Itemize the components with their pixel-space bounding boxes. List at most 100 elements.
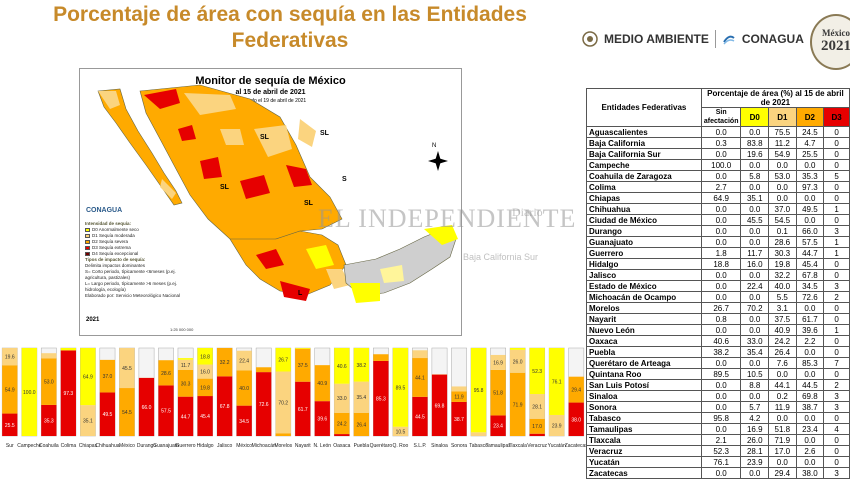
value-cell: 4.7 bbox=[796, 138, 824, 149]
value-cell: 44.5 bbox=[796, 380, 824, 391]
value-cell: 4.2 bbox=[741, 413, 769, 424]
value-cell: 0 bbox=[824, 457, 850, 468]
value-cell: 24.5 bbox=[796, 127, 824, 138]
value-cell: 0.0 bbox=[796, 160, 824, 171]
bar-category-label: Sur bbox=[6, 443, 14, 449]
value-cell: 0 bbox=[824, 160, 850, 171]
value-cell: 2.7 bbox=[701, 182, 741, 193]
bar-data-label: 40.6 bbox=[337, 364, 347, 370]
value-cell: 35.3 bbox=[796, 171, 824, 182]
value-cell: 16.0 bbox=[741, 259, 769, 270]
value-cell: 0.0 bbox=[769, 193, 797, 204]
map-credits: Elaborado por: Servicio Meteorológico Na… bbox=[85, 293, 195, 299]
value-cell: 24.2 bbox=[769, 336, 797, 347]
bar-category-label: N. León bbox=[314, 443, 332, 449]
bar-segment-d1 bbox=[471, 432, 486, 436]
bar-data-label: 38.2 bbox=[356, 363, 366, 369]
value-cell: 0.0 bbox=[796, 369, 824, 380]
bar-data-label: 16.0 bbox=[200, 370, 210, 376]
bar-data-label: 37.5 bbox=[298, 363, 308, 369]
value-cell: 0.0 bbox=[701, 149, 741, 160]
value-cell: 29.4 bbox=[769, 468, 797, 479]
value-cell: 0 bbox=[824, 193, 850, 204]
value-cell: 2 bbox=[824, 292, 850, 303]
value-cell: 0.0 bbox=[701, 358, 741, 369]
map-agency: CONAGUA bbox=[86, 207, 122, 214]
bar-data-label: 28.1 bbox=[532, 404, 542, 410]
value-cell: 0.0 bbox=[741, 204, 769, 215]
map-label: S bbox=[342, 176, 347, 183]
medio-ambiente-logo-text: MEDIO AMBIENTE bbox=[604, 32, 709, 46]
col-header-d1: D1 bbox=[769, 108, 797, 127]
bar-data-label: 19.8 bbox=[200, 385, 210, 391]
bar-data-label: 37.0 bbox=[103, 374, 113, 380]
mexico-seal-icon bbox=[582, 31, 598, 47]
col-header-sin: Sin afectación bbox=[701, 108, 741, 127]
col-header-d2: D2 bbox=[796, 108, 824, 127]
value-cell: 0.0 bbox=[701, 215, 741, 226]
value-cell: 5.5 bbox=[769, 292, 797, 303]
value-cell: 66.0 bbox=[796, 226, 824, 237]
value-cell: 0.0 bbox=[701, 380, 741, 391]
value-cell: 0 bbox=[824, 127, 850, 138]
bar-data-label: 57.5 bbox=[161, 409, 171, 415]
value-cell: 0.0 bbox=[741, 127, 769, 138]
value-cell: 39.6 bbox=[796, 325, 824, 336]
value-cell: 40.0 bbox=[769, 281, 797, 292]
value-cell: 5.8 bbox=[741, 171, 769, 182]
value-cell: 0.0 bbox=[701, 226, 741, 237]
swatch-d1 bbox=[85, 234, 90, 238]
value-cell: 0 bbox=[824, 446, 850, 457]
col-header-group: Porcentaje de área (%) al 15 de abril de… bbox=[701, 89, 849, 108]
value-cell: 71.9 bbox=[769, 435, 797, 446]
bar-category-label: Campeche bbox=[17, 443, 41, 449]
bar-data-label: 76.1 bbox=[552, 379, 562, 385]
bar-data-label: 45.4 bbox=[200, 414, 210, 420]
bar-data-label: 95.8 bbox=[474, 388, 484, 394]
bar-data-label: 66.0 bbox=[142, 405, 152, 411]
bar-data-label: 10.5 bbox=[396, 429, 406, 435]
value-cell: 0.8 bbox=[701, 314, 741, 325]
value-cell: 0 bbox=[824, 435, 850, 446]
bar-segment-d3 bbox=[530, 434, 545, 436]
value-cell: 3 bbox=[824, 391, 850, 402]
map-label: SL bbox=[304, 200, 314, 207]
bar-data-label: 26.7 bbox=[278, 358, 288, 364]
value-cell: 49.5 bbox=[796, 204, 824, 215]
state-name-cell: Colima bbox=[587, 182, 702, 193]
map-year: 2021 bbox=[86, 317, 99, 323]
logo-divider bbox=[715, 30, 716, 48]
bar-data-label: 24.2 bbox=[337, 421, 347, 427]
value-cell: 3 bbox=[824, 402, 850, 413]
bar-category-label: Puebla bbox=[354, 443, 370, 449]
bar-category-label: Guerrero bbox=[176, 443, 196, 449]
value-cell: 0 bbox=[824, 336, 850, 347]
value-cell: 1 bbox=[824, 325, 850, 336]
col-header-state: Entidades Federativas bbox=[587, 89, 702, 127]
value-cell: 0.0 bbox=[701, 402, 741, 413]
value-cell: 5.7 bbox=[741, 402, 769, 413]
value-cell: 54.9 bbox=[769, 149, 797, 160]
mexico-2021-badge: México 2021 bbox=[810, 14, 850, 70]
bar-segment-d0 bbox=[178, 358, 193, 360]
value-cell: 95.8 bbox=[701, 413, 741, 424]
value-cell: 3 bbox=[824, 468, 850, 479]
bar-data-label: 38.7 bbox=[454, 417, 464, 423]
swatch-d4 bbox=[85, 252, 90, 256]
value-cell: 4 bbox=[824, 424, 850, 435]
value-cell: 28.6 bbox=[769, 237, 797, 248]
bar-data-label: 49.5 bbox=[103, 412, 113, 418]
value-cell: 0.0 bbox=[701, 468, 741, 479]
bar-data-label: 54.5 bbox=[122, 410, 132, 416]
bar-data-label: 35.3 bbox=[44, 418, 54, 424]
value-cell: 0.0 bbox=[796, 435, 824, 446]
value-cell: 0 bbox=[824, 314, 850, 325]
